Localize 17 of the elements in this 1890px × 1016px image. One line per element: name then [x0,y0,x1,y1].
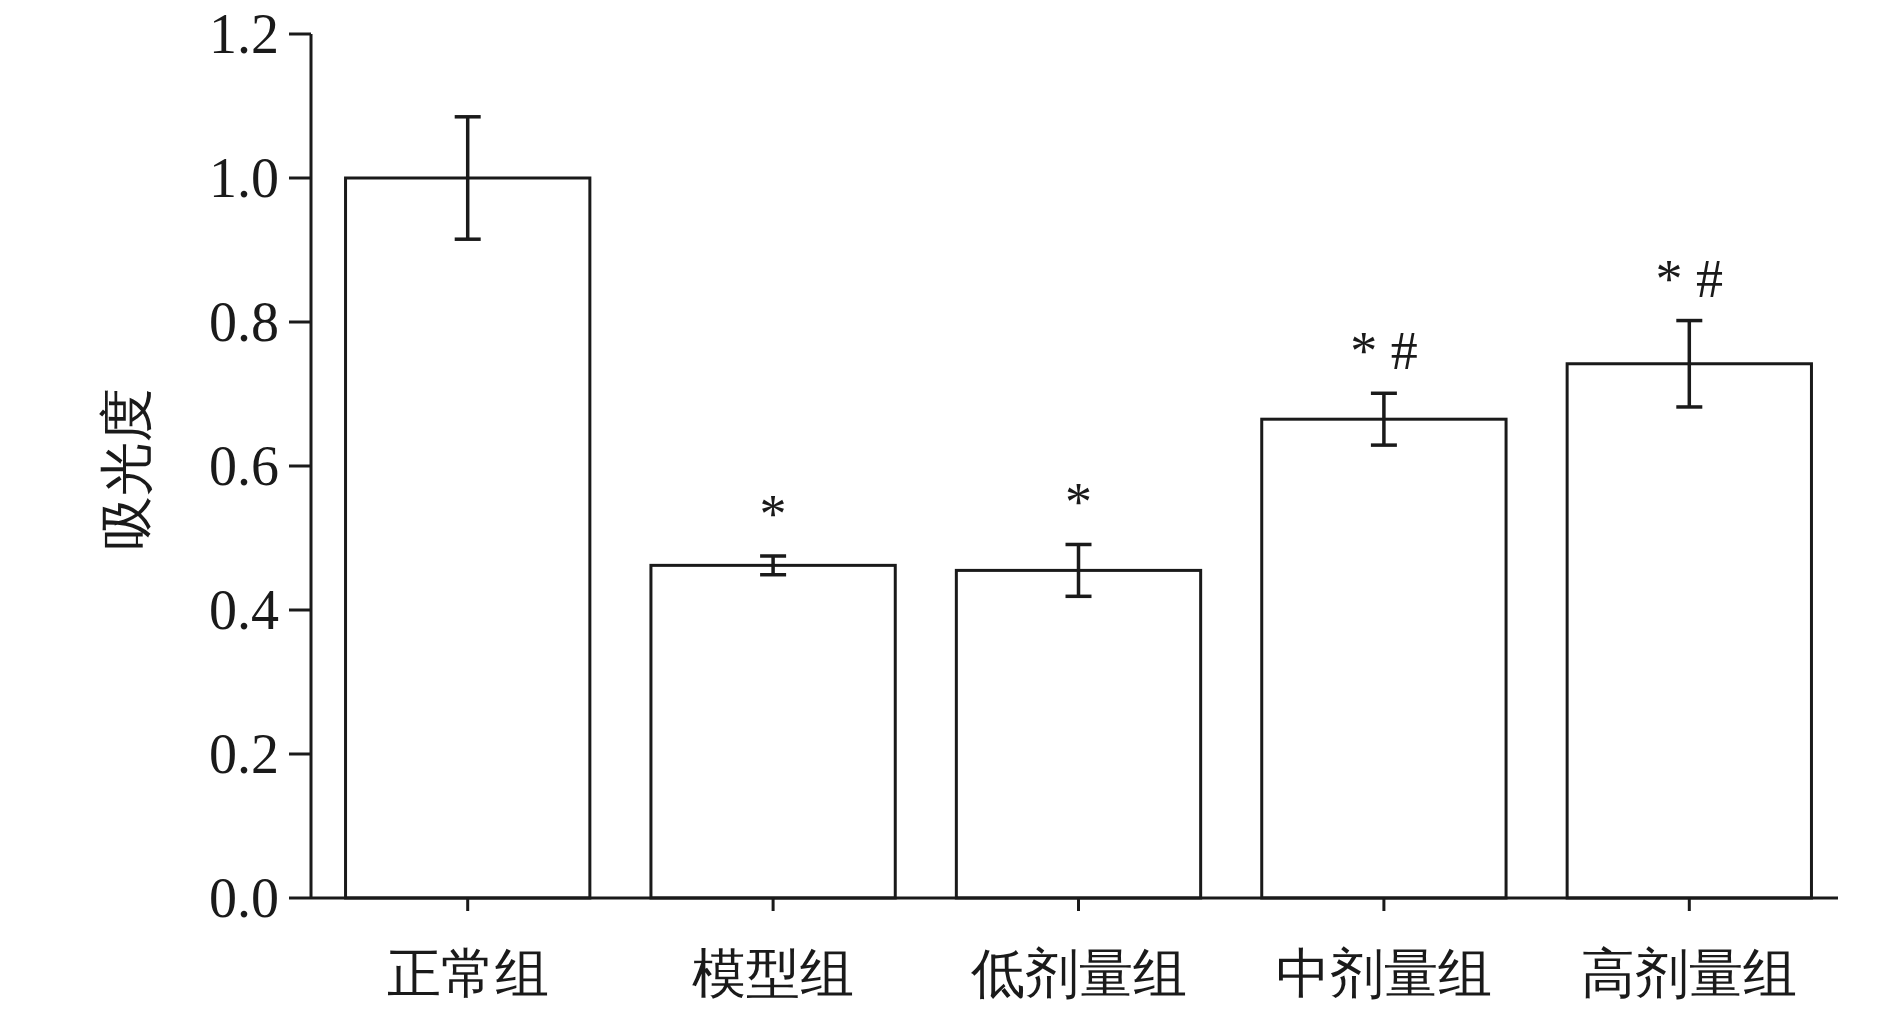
x-tick-label: 模型组 [692,944,855,1004]
y-axis-title: 吸光度 [97,388,157,550]
annotation: * # [1655,248,1724,309]
y-tick-label: 0.6 [209,435,279,497]
annotation: * [759,484,787,544]
x-tick-label: 高剂量组 [1581,944,1798,1004]
x-tick-label: 正常组 [386,944,549,1004]
annotation: * # [1350,321,1418,382]
y-tick-label: 0.0 [209,867,279,929]
y-tick-label: 1.0 [209,147,279,209]
annotation: * [1065,472,1092,533]
y-tick-label: 0.2 [209,723,279,785]
y-tick-label: 1.2 [209,3,279,65]
y-tick-label: 0.4 [209,579,279,641]
x-tick-label: 中剂量组 [1275,944,1492,1004]
y-tick-label: 0.8 [209,291,279,353]
x-tick-label: 低剂量组 [970,944,1187,1004]
